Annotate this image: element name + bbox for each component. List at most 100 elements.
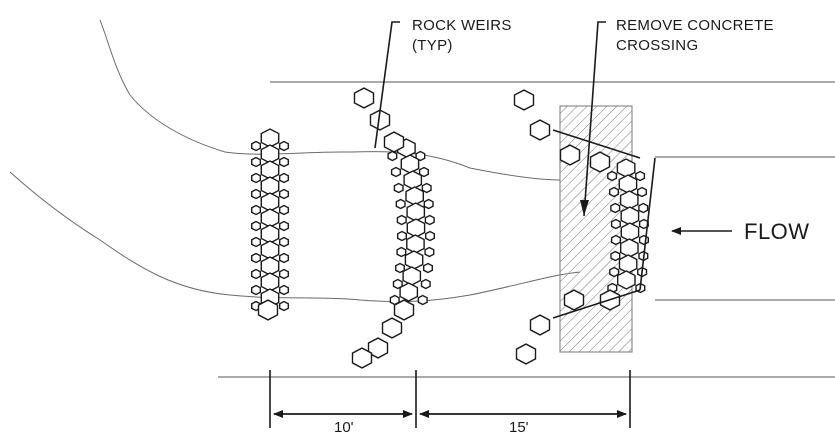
weir-downstream-small-rock	[609, 266, 620, 278]
remove-concrete-label: REMOVE CONCRETE	[616, 17, 774, 34]
weir-middle-rock	[405, 186, 424, 206]
weir-middle-small-rock	[395, 198, 406, 210]
weir-downstream-rock	[616, 158, 636, 178]
remove-concrete-leader-arrow	[580, 200, 589, 216]
weir-downstream-small-rock	[637, 186, 647, 198]
weir-middle-small-rock	[393, 182, 404, 194]
wing-line-lower	[552, 289, 641, 319]
weir-middle-small-rock	[425, 230, 435, 242]
weir-upstream-small-rock	[250, 188, 261, 200]
weir-downstream-wing-rock	[563, 289, 585, 311]
weir-downstream-rock	[618, 254, 638, 274]
weir-middle-small-rock	[424, 214, 435, 226]
weir-middle-wing-rock	[381, 317, 403, 339]
weir-middle-rock	[404, 250, 424, 270]
weir-downstream-rock	[617, 270, 636, 290]
weir-wing-lines	[552, 129, 656, 319]
weir-upstream-small-rock	[250, 252, 261, 264]
weir-middle-small-rock	[424, 246, 435, 258]
weir-upstream-small-rock	[279, 268, 289, 280]
rock-weirs-label: ROCK WEIRS	[412, 17, 512, 34]
weir-downstream-wing-rock	[589, 151, 611, 173]
weir-downstream-wing-rock	[559, 144, 581, 166]
weir-middle-rock	[403, 170, 423, 190]
weir-downstream-rock	[619, 190, 639, 210]
weir-upstream-small-rock	[250, 268, 261, 280]
weir-upstream-small-rock	[279, 284, 289, 296]
upper-bank-line	[99, 19, 561, 181]
weir-middle-small-rock	[423, 262, 433, 274]
weir-middle-small-rock	[397, 230, 407, 242]
weir-middle-rock	[400, 154, 420, 174]
weir-middle-wing-rock	[367, 337, 389, 359]
weir-upstream-small-rock	[279, 172, 289, 184]
weir-downstream-wing-rock	[529, 314, 551, 336]
weir-middle-wing-rock	[351, 347, 373, 369]
weir-downstream-wing-rock	[513, 89, 535, 111]
weir-upstream-small-rock	[279, 220, 289, 232]
weir-downstream-small-rock	[610, 250, 621, 262]
rock-weirs-typ-label: (TYP)	[412, 37, 453, 54]
wing-line-right	[639, 157, 656, 291]
dimension-lines: 10' 15'	[269, 370, 631, 436]
weir-upstream-small-rock	[250, 284, 261, 296]
weir-middle-small-rock	[396, 246, 407, 258]
weir-middle-rock	[406, 234, 425, 254]
flow-label: FLOW	[744, 219, 810, 244]
remove-concrete-leader	[583, 21, 606, 217]
weir-downstream-small-rock	[607, 170, 618, 182]
weir-downstream-wing-rock	[515, 343, 537, 365]
weir-upstream-small-rock	[250, 172, 261, 184]
weir-middle-rock	[406, 218, 426, 238]
rock-weirs-leader	[374, 21, 400, 149]
weir-downstream-small-rock	[638, 234, 649, 246]
weir-middle-small-rock	[421, 182, 432, 194]
weir-middle-rock	[402, 266, 422, 286]
weir-middle-small-rock	[392, 278, 403, 290]
weir-downstream-rock	[620, 238, 639, 258]
weir-upstream-small-rock	[250, 236, 261, 248]
weir-upstream-small-rock	[279, 188, 289, 200]
weir-upstream-small-rock	[279, 236, 289, 248]
dim-label-15ft: 15'	[509, 419, 529, 436]
dim-label-10ft: 10'	[334, 419, 354, 436]
weir-middle-small-rock	[387, 150, 398, 162]
weir-downstream-small-rock	[635, 170, 646, 182]
weir-downstream-small-rock	[610, 202, 621, 214]
weir-downstream-rock	[618, 174, 638, 194]
weir-downstream-rock	[620, 222, 640, 242]
weir-upstream-rock	[257, 299, 279, 321]
weir-middle-small-rock	[390, 166, 401, 178]
weir-middle-wing-rock	[369, 109, 391, 131]
weir-middle-rock	[406, 202, 426, 222]
weir-middle-wing-rock	[393, 299, 415, 321]
channel-lines	[9, 19, 835, 378]
weir-upstream-small-rock	[250, 156, 261, 168]
weir-downstream-small-rock	[610, 218, 621, 230]
weir-middle-small-rock	[423, 198, 434, 210]
weir-downstream-small-rock	[609, 186, 619, 198]
weir-downstream-wing-rock	[529, 119, 551, 141]
weir-middle-small-rock	[415, 150, 426, 162]
weir-upstream-small-rock	[279, 156, 289, 168]
weir-middle-small-rock	[418, 166, 429, 178]
weir-middle-wing-rock	[383, 131, 405, 153]
wing-line-upper	[552, 129, 641, 159]
weir-middle-small-rock	[395, 262, 405, 274]
weir-upstream-small-rock	[250, 204, 261, 216]
weir-upstream-small-rock	[279, 300, 289, 312]
weir-upstream-small-rock	[250, 140, 261, 152]
weir-middle-small-rock	[396, 214, 407, 226]
lower-bank-line	[9, 171, 581, 303]
weir-middle-rock	[399, 282, 419, 302]
weir-upstream-small-rock	[279, 140, 289, 152]
weir-upstream-small-rock	[279, 252, 289, 264]
weir-middle-small-rock	[420, 278, 431, 290]
weir-downstream-small-rock	[638, 202, 649, 214]
weir-downstream-small-rock	[610, 234, 621, 246]
weir-middle-small-rock	[417, 294, 428, 306]
crossing-label: CROSSING	[616, 37, 698, 54]
weir-upstream-small-rock	[250, 220, 261, 232]
weir-middle-wing-rock	[353, 87, 375, 109]
